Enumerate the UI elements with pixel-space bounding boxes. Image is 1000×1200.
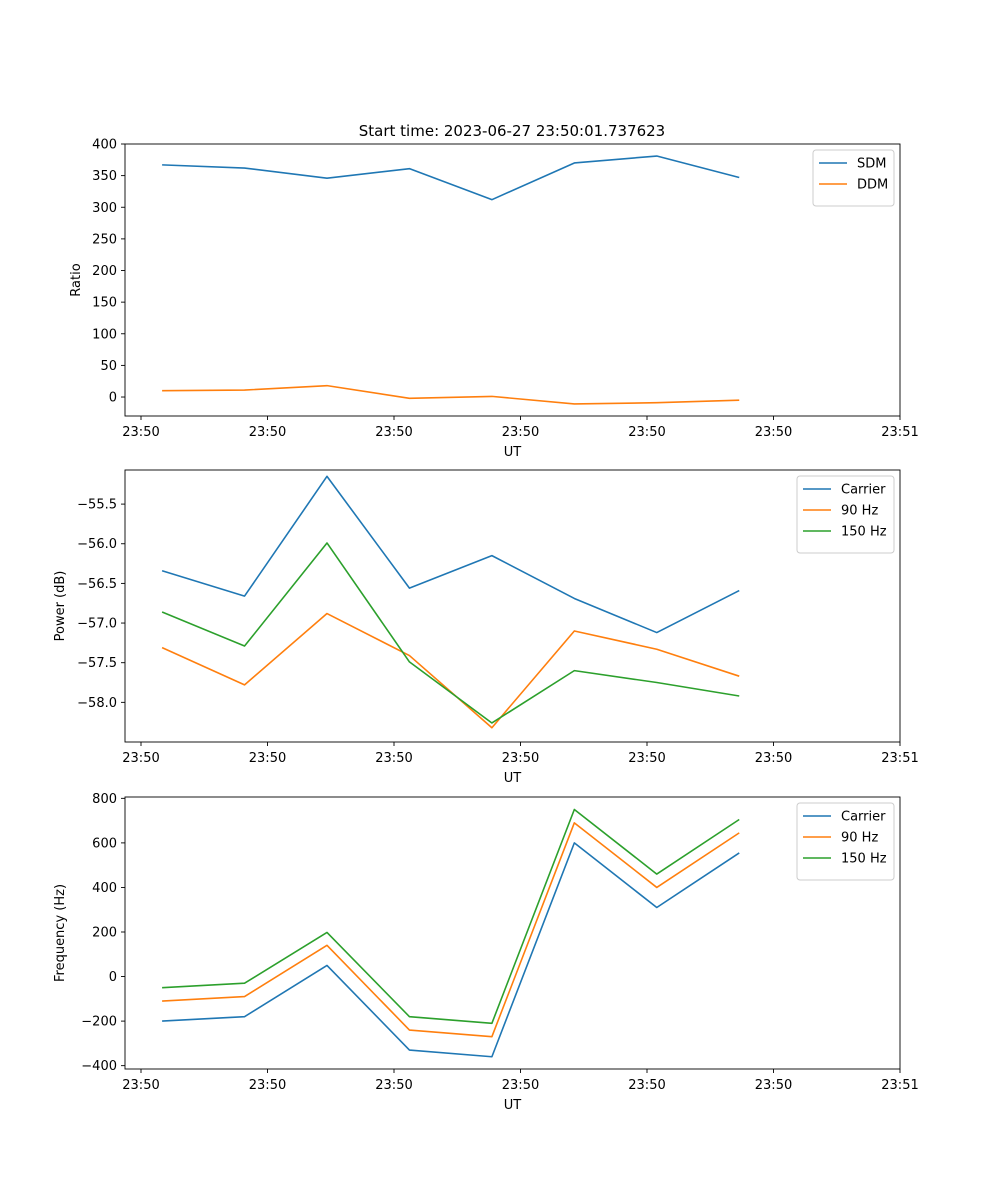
x-tick-label: 23:51 [881,425,918,440]
y-tick-label: 0 [109,970,117,985]
legend-label: 150 Hz [841,525,887,540]
series-line-ddm [162,384,740,405]
x-tick-label: 23:51 [881,751,918,766]
legend-label: SDM [857,157,886,172]
legend-label: Carrier [841,810,886,825]
x-tick-label: 23:50 [122,1078,159,1093]
x-tick-label: 23:50 [375,425,412,440]
x-axis-label: UT [504,1098,522,1113]
series-line-90-hz [162,822,740,1038]
x-tick-label: 23:50 [249,425,286,440]
chart-panel-1: 23:50 23:50 23:50 23:50 23:50 23:50 23:51 0 50 10… [69,138,919,461]
x-tick-label: 23:50 [249,751,286,766]
y-tick-label: 250 [92,232,117,247]
x-tick-label: 23:50 [628,751,665,766]
y-tick-label: −56.0 [77,537,117,552]
legend-box [812,149,895,207]
chart-panel-2: 23:50 23:50 23:50 23:50 23:50 23:50 23:51 −58.0… [53,469,919,786]
legend-label: DDM [857,178,888,193]
y-tick-label: −400 [81,1059,117,1074]
y-axis-label: Power (dB) [53,571,68,642]
x-tick-label: 23:51 [881,1078,918,1093]
series-line-carrier [161,475,740,634]
y-tick-label: −56.5 [77,577,117,592]
y-tick-label: 600 [92,836,117,851]
y-axis-label: Ratio [69,263,84,296]
y-tick-label: 350 [92,169,117,184]
y-tick-label: 400 [92,881,117,896]
series-line-sdm [162,155,740,201]
legend-box [796,475,895,554]
y-tick-label: 0 [109,391,117,406]
y-tick-label: 100 [92,327,117,342]
y-tick-label: −200 [81,1015,117,1030]
legend: SDM DDM [812,149,895,207]
legend: Carrier 90 Hz 150 Hz [796,802,895,881]
axes-frame [124,796,901,1070]
y-tick-label: 400 [92,138,117,153]
x-tick-label: 23:50 [249,1078,286,1093]
x-tick-label: 23:50 [628,425,665,440]
series-line-150-hz [161,542,740,724]
axes-frame [124,143,901,417]
y-tick-label: 200 [92,925,117,940]
legend: Carrier 90 Hz 150 Hz [796,475,895,554]
legend-label: 150 Hz [841,852,887,867]
series-line-150-hz [162,808,740,1025]
charts: 23:50 23:50 23:50 23:50 23:50 23:50 23:51 0 50 10… [53,138,919,1114]
x-tick-label: 23:50 [755,425,792,440]
legend-label: 90 Hz [841,831,878,846]
x-tick-label: 23:50 [628,1078,665,1093]
series-line-carrier [162,842,740,1058]
axes-frame [124,469,901,743]
x-tick-label: 23:50 [122,425,159,440]
chart-panel-3: 23:50 23:50 23:50 23:50 23:50 23:50 23:51 −400 −… [53,792,919,1113]
x-axis-label: UT [504,771,522,786]
x-tick-label: 23:50 [502,751,539,766]
y-tick-label: 300 [92,201,117,216]
y-tick-label: 50 [100,359,117,374]
legend-label: 90 Hz [841,504,878,519]
y-tick-label: −58.0 [77,696,117,711]
x-tick-label: 23:50 [375,751,412,766]
x-tick-label: 23:50 [502,425,539,440]
x-tick-label: 23:50 [375,1078,412,1093]
y-tick-label: −55.5 [77,498,117,513]
y-tick-label: 200 [92,264,117,279]
y-tick-label: −57.5 [77,656,117,671]
x-tick-label: 23:50 [502,1078,539,1093]
x-tick-label: 23:50 [755,1078,792,1093]
x-tick-label: 23:50 [755,751,792,766]
y-tick-label: 800 [92,792,117,807]
x-axis-label: UT [504,445,522,460]
y-axis-label: Frequency (Hz) [53,884,68,982]
figure-title: Start time: 2023-06-27 23:50:01.737623 [359,122,665,140]
x-tick-label: 23:50 [122,751,159,766]
legend-label: Carrier [841,483,886,498]
y-tick-label: 150 [92,296,117,311]
y-tick-label: −57.0 [77,617,117,632]
legend-box [796,802,895,881]
